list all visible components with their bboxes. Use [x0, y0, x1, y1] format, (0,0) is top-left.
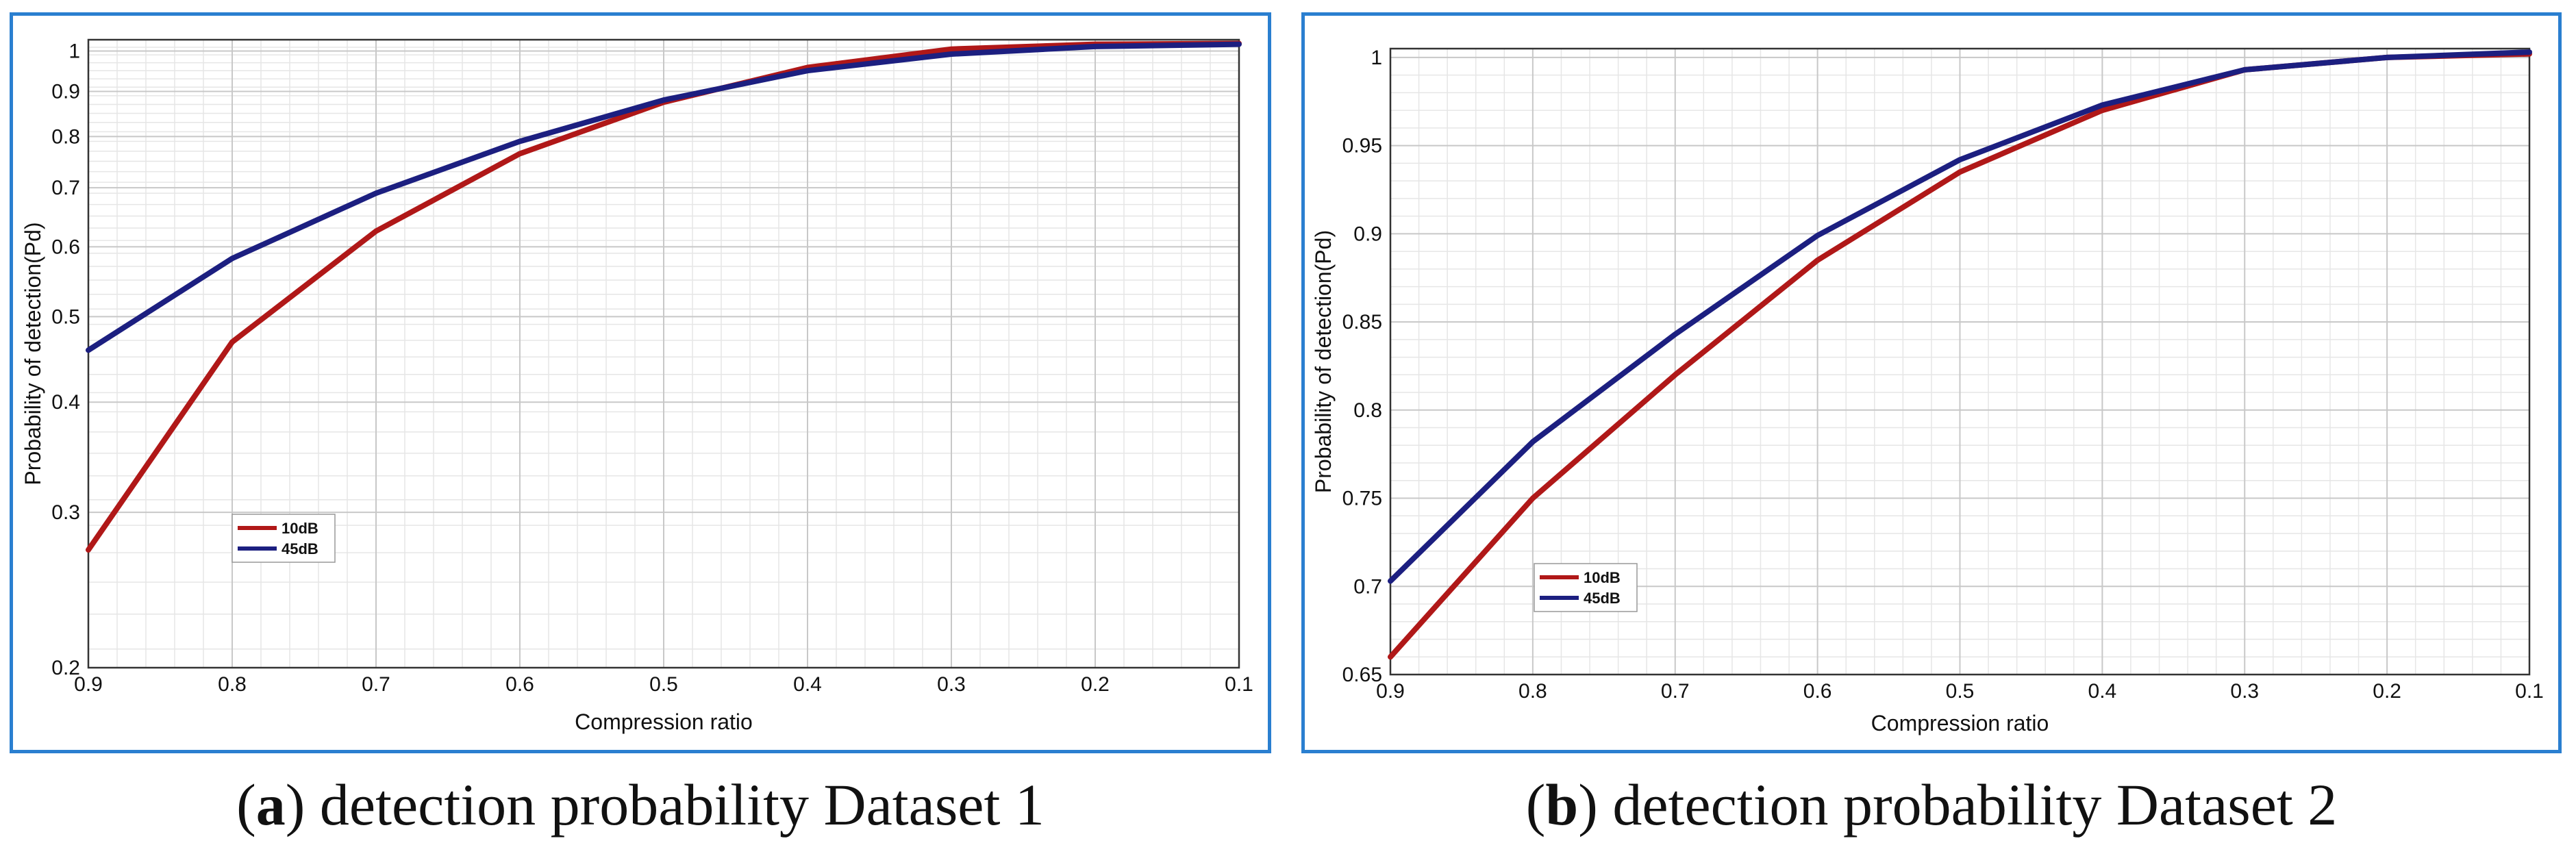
y-tick-label: 0.5 [51, 305, 80, 328]
x-tick-label: 0.6 [505, 673, 534, 696]
x-tick-label: 0.3 [2230, 680, 2259, 703]
legend-label-10dB: 10dB [282, 520, 318, 537]
caption-a-letter: a [255, 772, 286, 838]
y-tick-label: 0.4 [51, 391, 80, 414]
x-tick-label: 0.9 [74, 673, 103, 696]
legend-box [1534, 563, 1638, 612]
series-line-45dB [86, 41, 1242, 353]
y-axis-label: Probability of detection(Pd) [21, 222, 45, 485]
y-tick-label: 0.8 [1353, 399, 1382, 422]
y-tick-label: 0.65 [1342, 664, 1382, 686]
y-tick-label: 0.2 [51, 657, 80, 679]
x-tick-label: 0.2 [2373, 680, 2401, 703]
legend-label-10dB: 10dB [1584, 569, 1621, 586]
legend-label-45dB: 45dB [282, 540, 318, 557]
x-tick-label: 0.8 [218, 673, 247, 696]
x-tick-label: 0.7 [362, 673, 390, 696]
legend: 10dB 45dB [232, 514, 336, 563]
x-tick-label: 0.5 [649, 673, 678, 696]
legend-box [232, 514, 336, 563]
y-tick-label: 0.8 [51, 125, 80, 148]
y-tick-label: 0.7 [51, 177, 80, 199]
y-tick-label: 0.95 [1342, 135, 1382, 158]
caption-b: (b) detection probability Dataset 2 [1525, 772, 2338, 838]
x-tick-label: 0.4 [2088, 680, 2117, 703]
y-tick-label: 0.9 [1353, 223, 1382, 245]
x-axis-label: Compression ratio [575, 709, 753, 734]
legend: 10dB 45dB [1534, 563, 1638, 612]
series-line-45dB [1388, 49, 2532, 584]
x-axis-label: Compression ratio [1871, 711, 2049, 735]
chart-panel-b: 0.9 0.8 0.7 0.6 0.5 0.4 0.3 0.2 0.1 0.65 0.7 0.75 0.… [1301, 12, 2562, 753]
y-tick-label: 0.9 [51, 80, 80, 103]
caption-a-text: detection probability Dataset 1 [319, 772, 1045, 838]
x-tick-label: 0.1 [2515, 680, 2544, 703]
x-tick-label: 0.3 [937, 673, 966, 696]
x-tick-label: 0.5 [1946, 680, 1975, 703]
x-tick-label: 0.6 [1803, 680, 1832, 703]
y-tick-label: 0.7 [1353, 575, 1382, 598]
chart-a-svg: 0.9 0.8 0.7 0.6 0.5 0.4 0.3 0.2 0.1 0.2 0.3 0.4 0.5 0… [21, 38, 1253, 734]
chart-b-svg: 0.9 0.8 0.7 0.6 0.5 0.4 0.3 0.2 0.1 0.65 0.7 0.75 0.… [1311, 47, 2544, 735]
y-axis-label: Probability of detection(Pd) [1311, 230, 1336, 493]
axes-box [1389, 47, 2531, 676]
y-tick-label: 0.85 [1342, 311, 1382, 334]
axes-box [87, 38, 1240, 669]
chart-panel-a: 0.9 0.8 0.7 0.6 0.5 0.4 0.3 0.2 0.1 0.2 0.3 0.4 0.5 0… [10, 12, 1271, 753]
caption-b-letter: b [1545, 772, 1579, 838]
y-tick-label: 1 [68, 40, 80, 63]
x-tick-label: 0.4 [793, 673, 822, 696]
x-tick-label: 0.1 [1225, 673, 1253, 696]
x-tick-label: 0.8 [1518, 680, 1547, 703]
x-tick-label: 0.7 [1661, 680, 1690, 703]
x-tick-label: 0.9 [1376, 680, 1405, 703]
x-tick-label: 0.2 [1081, 673, 1110, 696]
y-tick-label: 0.75 [1342, 488, 1382, 510]
caption-a: (a) detection probability Dataset 1 [236, 772, 1045, 838]
caption-b-text: detection probability Dataset 2 [1612, 772, 2338, 838]
y-tick-label: 0.6 [51, 236, 80, 258]
legend-label-45dB: 45dB [1584, 590, 1621, 607]
y-tick-label: 0.3 [51, 501, 80, 524]
y-tick-label: 1 [1371, 47, 1382, 69]
